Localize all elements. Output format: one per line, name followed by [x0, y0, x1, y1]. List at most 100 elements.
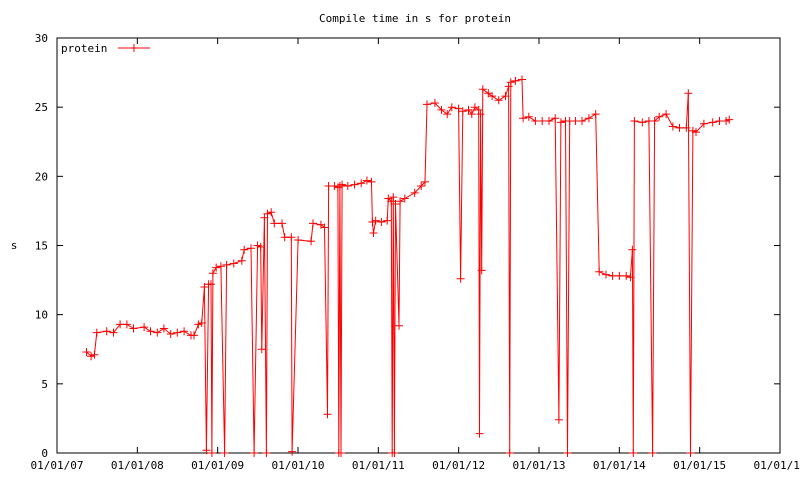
data-point — [237, 256, 246, 265]
legend-label: protein — [61, 42, 107, 55]
data-point — [477, 266, 486, 275]
legend: protein — [61, 42, 150, 55]
data-point — [591, 110, 600, 119]
data-point — [208, 269, 217, 278]
data-point — [377, 218, 386, 226]
data-point — [250, 449, 259, 457]
data-point — [369, 229, 378, 237]
data-point — [501, 92, 510, 101]
data-point — [194, 320, 203, 329]
x-tick-label: 01/01/08 — [111, 459, 164, 472]
data-point — [256, 242, 265, 251]
data-point — [200, 283, 209, 291]
data-point — [456, 274, 465, 283]
data-point — [578, 117, 586, 125]
series-line — [86, 78, 730, 454]
data-point — [628, 245, 637, 254]
data-point — [391, 200, 400, 208]
series-layer — [82, 75, 734, 457]
data-point — [383, 216, 392, 225]
data-point — [257, 345, 266, 354]
y-tick-label: 25 — [35, 101, 48, 114]
data-point — [362, 176, 371, 185]
data-point — [417, 182, 426, 190]
data-point — [629, 449, 638, 457]
x-tick-label: 01/01/14 — [593, 459, 646, 472]
data-point — [197, 319, 206, 327]
x-tick-label: 01/01/15 — [673, 459, 726, 472]
data-point — [655, 112, 664, 121]
data-point — [437, 105, 446, 114]
y-tick-label: 20 — [35, 170, 48, 183]
data-point — [212, 263, 221, 272]
data-point — [350, 180, 359, 189]
data-point — [682, 123, 691, 132]
data-point — [531, 117, 540, 125]
data-point — [220, 449, 229, 457]
data-point — [476, 110, 485, 119]
data-point — [263, 209, 272, 218]
legend-marker — [130, 44, 138, 52]
data-point — [102, 327, 111, 336]
data-point — [662, 110, 671, 119]
y-tick-label: 15 — [35, 240, 48, 253]
data-point — [686, 449, 695, 457]
data-point — [554, 415, 563, 424]
data-point — [556, 118, 565, 127]
y-axis-label: s — [11, 239, 18, 252]
data-point — [584, 114, 593, 123]
y-tick-label: 10 — [35, 309, 48, 322]
data-point — [387, 197, 396, 206]
data-point — [518, 75, 526, 84]
data-point — [173, 328, 182, 337]
data-point — [400, 194, 409, 203]
axis-ticks: 01/01/07 01/01/08 01/01/09 01/01/10 01/01/11… — [31, 32, 800, 472]
data-point — [389, 193, 398, 202]
data-point — [122, 320, 131, 329]
data-point — [140, 323, 149, 332]
data-point — [524, 112, 533, 121]
data-point — [423, 100, 431, 109]
x-tick-label: 01/01/13 — [513, 459, 566, 472]
data-point — [519, 114, 528, 123]
data-point — [116, 320, 125, 329]
data-point — [270, 219, 279, 228]
y-tick-label: 0 — [41, 447, 48, 460]
data-point — [608, 271, 617, 280]
data-point — [180, 327, 189, 336]
data-point — [474, 105, 483, 114]
data-point — [338, 180, 347, 189]
data-point — [630, 117, 639, 125]
data-point — [371, 216, 380, 225]
data-point — [505, 449, 514, 457]
data-point — [595, 267, 604, 276]
data-point — [229, 259, 238, 268]
data-point — [294, 236, 303, 244]
data-point — [504, 82, 513, 91]
data-point — [90, 350, 99, 359]
data-point — [684, 89, 693, 98]
data-point — [357, 179, 366, 188]
data-point — [410, 188, 419, 197]
data-point — [511, 76, 520, 85]
data-point — [222, 260, 231, 269]
data-point — [278, 219, 286, 228]
data-point — [396, 197, 405, 206]
data-point — [92, 328, 101, 337]
data-point — [545, 117, 553, 125]
data-point — [153, 328, 162, 337]
data-point — [538, 117, 547, 125]
data-point — [159, 324, 168, 333]
data-point — [454, 104, 463, 113]
data-point — [421, 177, 429, 186]
x-tick-label: 01/01/09 — [191, 459, 244, 472]
data-point — [506, 78, 515, 87]
data-point — [494, 96, 503, 105]
data-point — [240, 245, 249, 254]
data-point — [82, 348, 91, 356]
data-point — [87, 352, 96, 361]
data-point — [464, 105, 473, 114]
data-point — [190, 331, 198, 340]
data-point — [343, 182, 352, 190]
